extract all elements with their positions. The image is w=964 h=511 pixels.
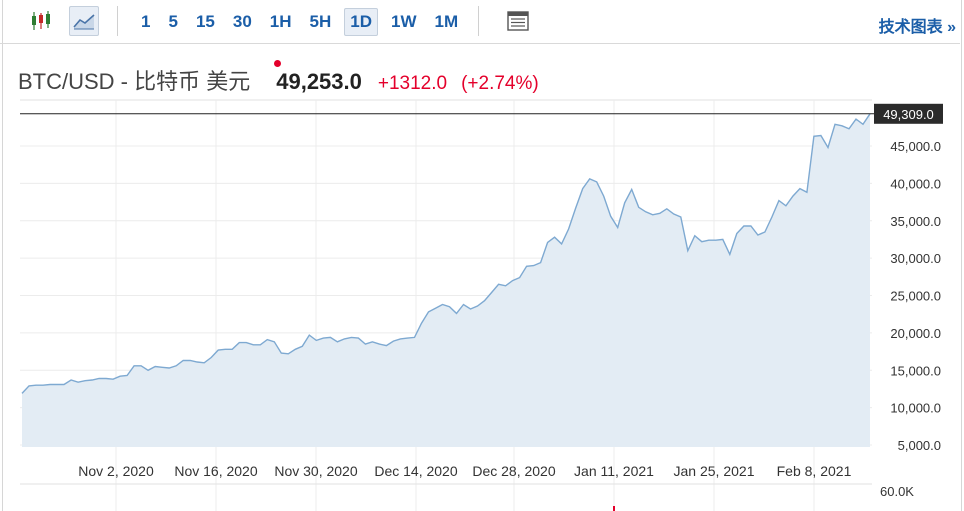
x-axis: Nov 2, 2020 Nov 16, 2020 Nov 30, 2020 Dec 1… [78, 463, 851, 479]
table-view-icon[interactable] [503, 6, 533, 36]
y-tick-label: 15,000.0 [890, 363, 941, 378]
x-tick-label: Dec 14, 2020 [374, 463, 457, 479]
timeframe-15[interactable]: 15 [195, 12, 215, 31]
timeframe-1h[interactable]: 1H [269, 12, 292, 31]
volume-axis-label: 60.0K [880, 484, 914, 499]
x-tick-label: Nov 2, 2020 [78, 463, 154, 479]
y-tick-label: 35,000.0 [890, 214, 941, 229]
area-chart-icon[interactable] [69, 6, 99, 36]
y-tick-label: 5,000.0 [898, 438, 941, 453]
x-tick-label: Nov 16, 2020 [174, 463, 257, 479]
y-axis: 5,000.0 10,000.0 15,000.0 20,000.0 25,000.0 3… [890, 139, 941, 453]
timeframe-1[interactable]: 1 [141, 12, 151, 31]
last-price: 49,253.0 [276, 69, 362, 94]
toolbar-separator [478, 6, 479, 36]
y-tick-label: 25,000.0 [890, 289, 941, 304]
volume-bar [613, 506, 615, 511]
y-tick-label: 20,000.0 [890, 326, 941, 341]
timeframe-list: 1 5 15 30 1H 5H 1D 1W 1M [136, 8, 471, 36]
live-indicator-icon [274, 60, 281, 67]
x-tick-label: Jan 25, 2021 [674, 463, 755, 479]
instrument-name: BTC/USD - 比特币 美元 [18, 69, 251, 94]
quote-header: BTC/USD - 比特币 美元 49,253.0 +1312.0 (+2.74… [18, 64, 539, 94]
x-tick-label: Jan 11, 2021 [574, 463, 654, 479]
timeframe-5h[interactable]: 5H [309, 12, 332, 31]
timeframe-5[interactable]: 5 [168, 12, 178, 31]
x-tick-label: Dec 28, 2020 [472, 463, 555, 479]
y-tick-label: 30,000.0 [890, 251, 941, 266]
timeframe-1w[interactable]: 1W [390, 12, 417, 31]
timeframe-1d[interactable]: 1D [344, 8, 378, 36]
y-tick-label: 10,000.0 [890, 401, 941, 416]
price-change: +1312.0 [377, 73, 448, 94]
last-price-badge [874, 103, 943, 124]
price-line [21, 113, 871, 394]
x-tick-label: Nov 30, 2020 [274, 463, 357, 479]
x-tick-label: Feb 8, 2021 [777, 463, 852, 479]
y-tick-label: 45,000.0 [890, 139, 941, 154]
timeframe-30[interactable]: 30 [232, 12, 252, 31]
toolbar-separator [117, 6, 118, 36]
y-tick-label: 40,000.0 [890, 176, 941, 191]
price-area [22, 113, 870, 448]
last-price-badge-label: 49,309.0 [883, 107, 934, 122]
chart-toolbar: 1 5 15 30 1H 5H 1D 1W 1M 技术图表 » [0, 0, 960, 44]
candlestick-icon[interactable] [27, 6, 57, 36]
price-change-percent: (+2.74%) [461, 73, 539, 94]
timeframe-1m[interactable]: 1M [434, 12, 459, 31]
technical-chart-link[interactable]: 技术图表 » [878, 19, 956, 36]
